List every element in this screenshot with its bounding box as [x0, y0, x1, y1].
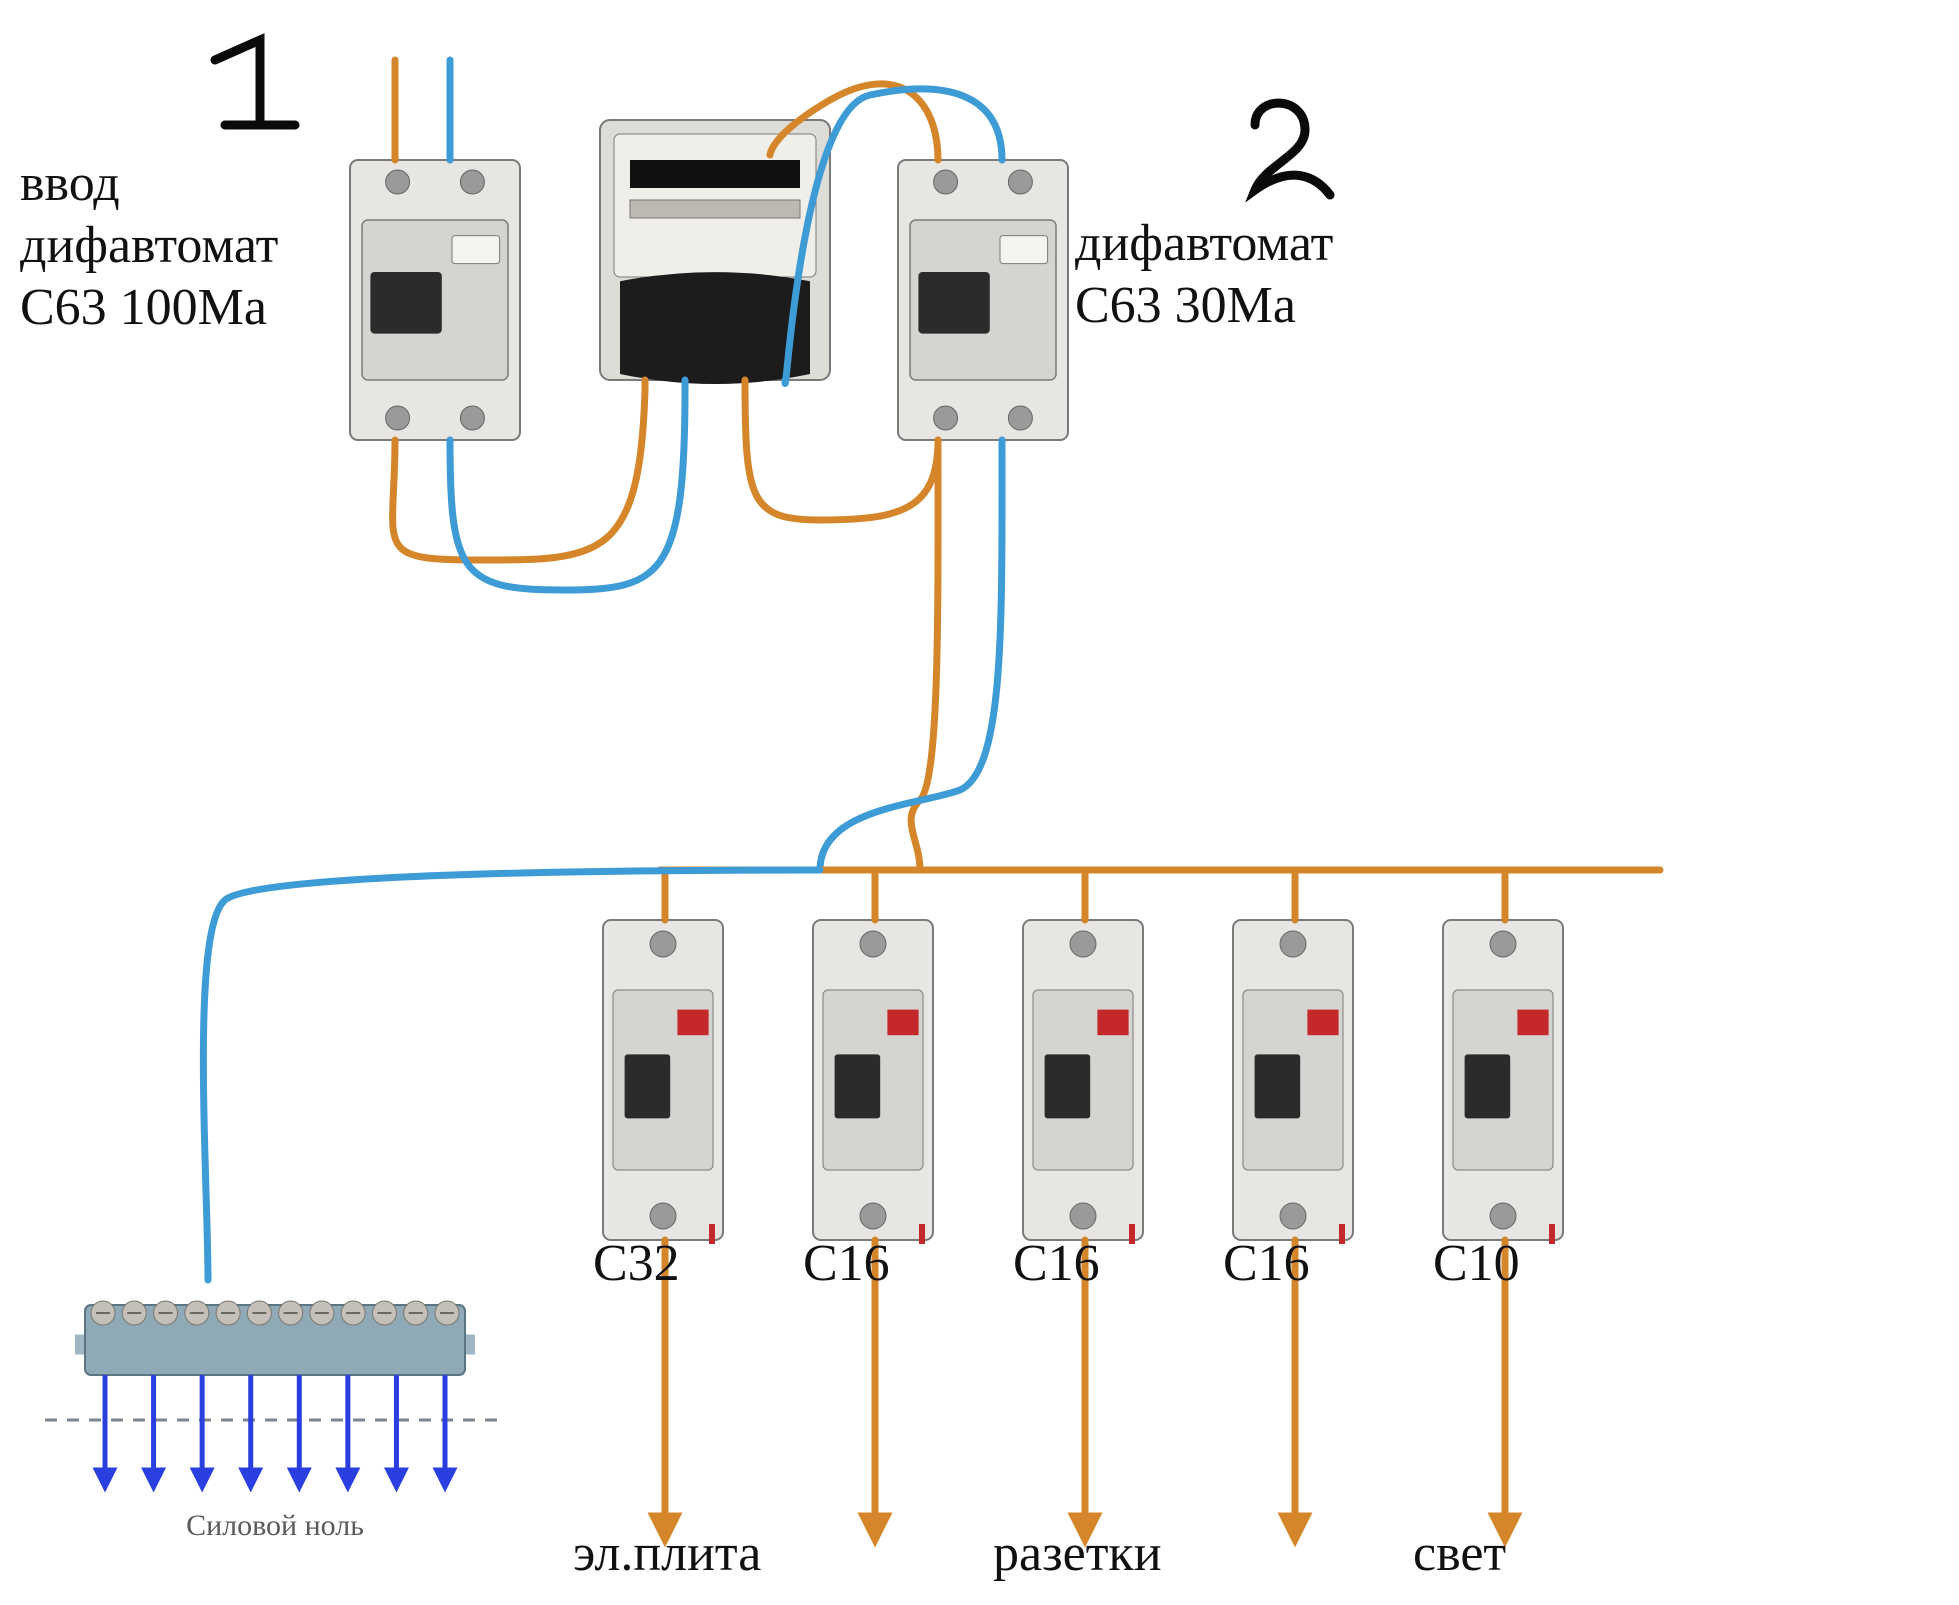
label-left-0: ввод — [20, 155, 120, 212]
neutral-busbar — [45, 1301, 505, 1480]
rating-2: С16 — [803, 1235, 890, 1292]
mcb-1 — [603, 920, 723, 1244]
mcb-3 — [1023, 920, 1143, 1244]
wire-neutral-to-bus — [203, 870, 820, 1280]
mcb-5 — [1443, 920, 1563, 1244]
rating-3: С16 — [1013, 1235, 1100, 1292]
label-left-2: С63 100Ма — [20, 279, 267, 336]
rating-4: С16 — [1223, 1235, 1310, 1292]
mcb-4 — [1233, 920, 1353, 1244]
svg-text:Силовой ноль: Силовой ноль — [186, 1509, 364, 1542]
rating-1: С32 — [593, 1235, 680, 1292]
handwritten-2 — [1255, 103, 1330, 195]
load-label-3: разетки — [993, 1525, 1162, 1582]
load-label-5: свет — [1413, 1525, 1506, 1582]
energy-meter — [600, 120, 830, 384]
rcbo-1 — [350, 160, 520, 440]
handwritten-1 — [215, 40, 295, 125]
label-right-1: С63 30Ма — [1075, 277, 1296, 334]
label-right-0: дифавтомат — [1075, 215, 1333, 272]
rating-5: С10 — [1433, 1235, 1520, 1292]
load-label-1: эл.плита — [573, 1525, 761, 1582]
label-left-1: дифавтомат — [20, 217, 278, 274]
mcb-2 — [813, 920, 933, 1244]
rcbo-2 — [898, 160, 1068, 440]
